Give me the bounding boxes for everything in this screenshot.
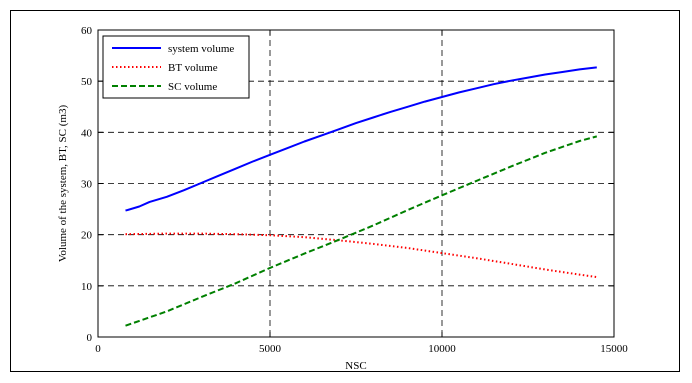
y-tick-label: 0 xyxy=(87,332,93,344)
series-line-bt-volume xyxy=(125,232,597,279)
y-tick-label: 40 xyxy=(81,127,93,139)
legend: system volume BT volume SC volume xyxy=(102,35,250,99)
legend-label-bt-volume: BT volume xyxy=(168,62,218,74)
y-tick-label: 50 xyxy=(81,76,93,88)
y-tick-label: 20 xyxy=(81,230,93,242)
y-tick-label: 30 xyxy=(81,179,93,191)
legend-label-system-volume: system volume xyxy=(168,43,234,55)
legend-box xyxy=(102,35,250,99)
y-axis-label: Volume of the system, BT, SC (m3) xyxy=(57,105,69,263)
y-tick-label: 60 xyxy=(81,25,93,37)
axis-ticks: 0 5000 10000 15000 0 10 20 30 40 50 60 xyxy=(81,25,628,355)
series-line-system-volume xyxy=(125,66,597,212)
legend-label-sc-volume: SC volume xyxy=(168,81,217,93)
x-tick-label: 15000 xyxy=(600,343,628,355)
series-line-sc-volume xyxy=(125,135,598,327)
x-tick-label: 0 xyxy=(95,343,101,355)
series-group xyxy=(125,66,598,327)
x-axis-label: NSC xyxy=(345,360,366,372)
y-tick-label: 10 xyxy=(81,281,93,293)
x-tick-label: 5000 xyxy=(259,343,282,355)
x-tick-label: 10000 xyxy=(428,343,456,355)
